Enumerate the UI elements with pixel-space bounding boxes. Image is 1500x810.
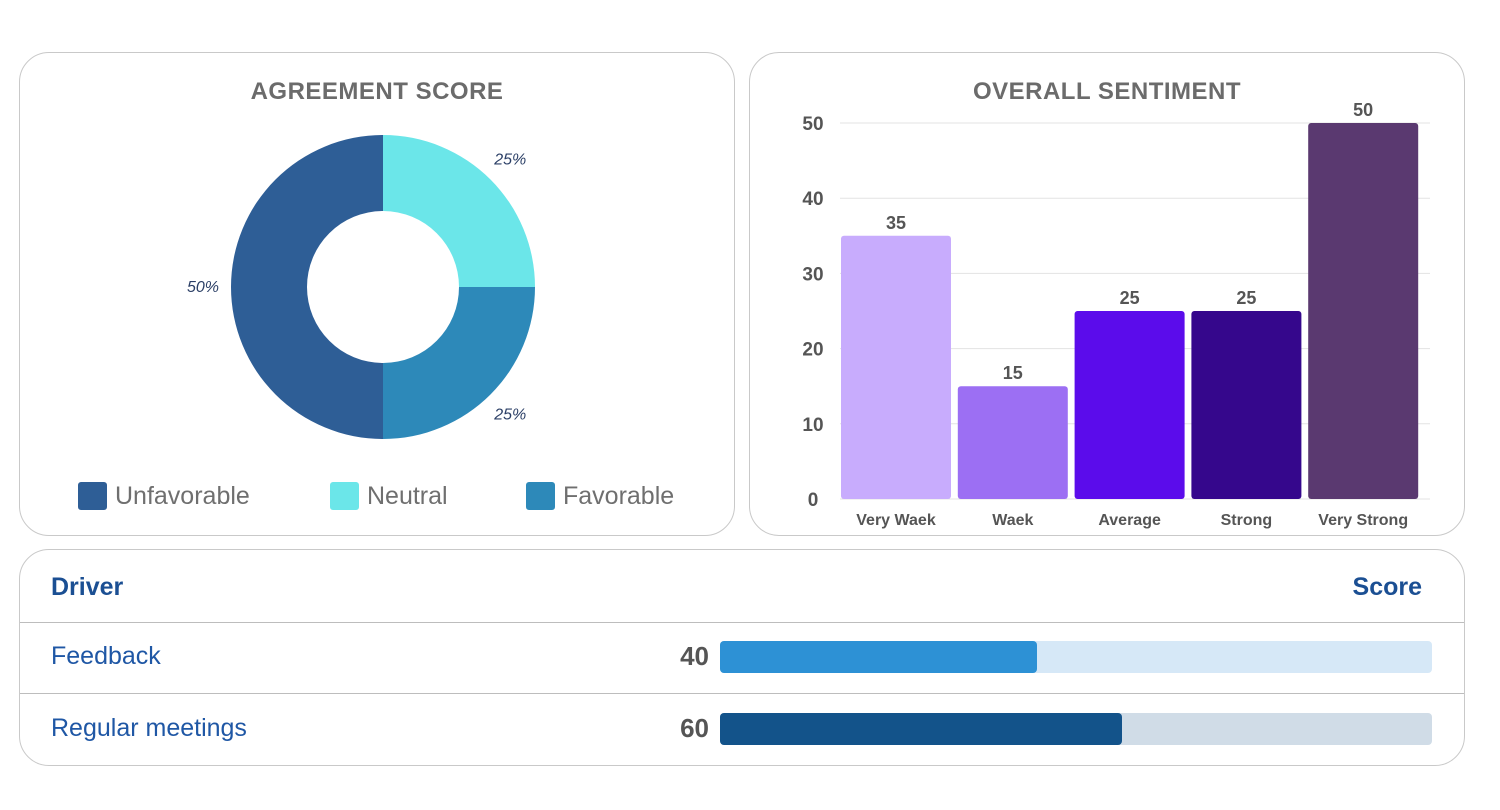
y-tick-0: 0 xyxy=(808,490,819,511)
bar-very-waek xyxy=(841,235,951,500)
legend-item-unfavorable: Unfavorable xyxy=(78,481,250,511)
y-tick-10: 10 xyxy=(802,415,823,436)
score-value-feedback: 40 xyxy=(680,641,709,671)
legend-swatch-favorable xyxy=(526,482,555,510)
header-driver: Driver xyxy=(51,573,124,601)
y-tick-40: 40 xyxy=(802,189,823,210)
header-score: Score xyxy=(1352,573,1422,601)
bar-value-waek: 15 xyxy=(1003,363,1023,383)
score-bar-track-regular-meetings xyxy=(720,713,1432,745)
bar-very-strong xyxy=(1308,123,1419,499)
donut-label-favorable: 25% xyxy=(493,406,526,423)
agreement-score-card: AGREEMENT SCORE 25% 25% 50% Unfavorable Ne… xyxy=(19,52,735,536)
bar-average xyxy=(1074,311,1185,499)
overall-sentiment-title: OVERALL SENTIMENT xyxy=(972,78,1242,105)
drivers-table: Driver Score Feedback 40 Regular meeting… xyxy=(19,549,1465,766)
legend-label-neutral: Neutral xyxy=(367,481,448,510)
x-tick-average: Average xyxy=(1098,512,1161,529)
y-tick-50: 50 xyxy=(802,114,823,135)
x-tick-waek: Waek xyxy=(992,512,1033,529)
legend-item-neutral: Neutral xyxy=(330,481,448,511)
bar-strong xyxy=(1191,311,1302,499)
agreement-legend: Unfavorable Neutral Favorable xyxy=(78,481,698,511)
score-bar-fill-regular-meetings xyxy=(720,713,1123,745)
bar-value-very-strong: 50 xyxy=(1353,100,1373,120)
legend-swatch-unfavorable xyxy=(78,482,107,510)
bar-value-average: 25 xyxy=(1120,288,1140,308)
donut-slice-unfavorable xyxy=(231,135,383,439)
y-tick-20: 20 xyxy=(802,340,823,361)
bar-waek xyxy=(957,386,1068,499)
y-tick-30: 30 xyxy=(802,264,823,285)
agreement-donut-chart: 25% 25% 50% xyxy=(187,135,535,439)
bar-value-very-waek: 35 xyxy=(886,213,906,233)
x-tick-strong: Strong xyxy=(1221,512,1273,529)
score-value-regular-meetings: 60 xyxy=(680,713,709,743)
bar-value-strong: 25 xyxy=(1236,288,1256,308)
legend-label-unfavorable: Unfavorable xyxy=(115,481,250,510)
agreement-score-title: AGREEMENT SCORE xyxy=(250,78,504,105)
overall-sentiment-card: OVERALL SENTIMENT 0 10 20 30 40 50 35 Very Waek… xyxy=(749,52,1465,536)
driver-label-feedback: Feedback xyxy=(51,642,161,670)
sentiment-bar-chart: 0 10 20 30 40 50 35 Very Waek 15 Waek 25 Average 25 S… xyxy=(802,100,1430,529)
legend-item-favorable: Favorable xyxy=(526,481,674,511)
score-bar-track-feedback xyxy=(720,641,1432,673)
donut-slice-neutral xyxy=(383,135,535,287)
donut-label-unfavorable: 50% xyxy=(187,279,219,296)
table-row-regular-meetings: Regular meetings 60 xyxy=(20,694,1464,765)
donut-label-neutral: 25% xyxy=(493,152,526,169)
driver-label-regular-meetings: Regular meetings xyxy=(51,714,247,742)
legend-swatch-neutral xyxy=(330,482,359,510)
legend-label-favorable: Favorable xyxy=(563,481,675,510)
x-tick-very-strong: Very Strong xyxy=(1318,512,1408,529)
table-header: Driver Score xyxy=(20,550,1464,623)
table-row-feedback: Feedback 40 xyxy=(20,622,1464,694)
x-tick-very-waek: Very Waek xyxy=(856,512,936,529)
score-bar-fill-feedback xyxy=(720,641,1037,673)
donut-slice-favorable xyxy=(383,287,535,439)
